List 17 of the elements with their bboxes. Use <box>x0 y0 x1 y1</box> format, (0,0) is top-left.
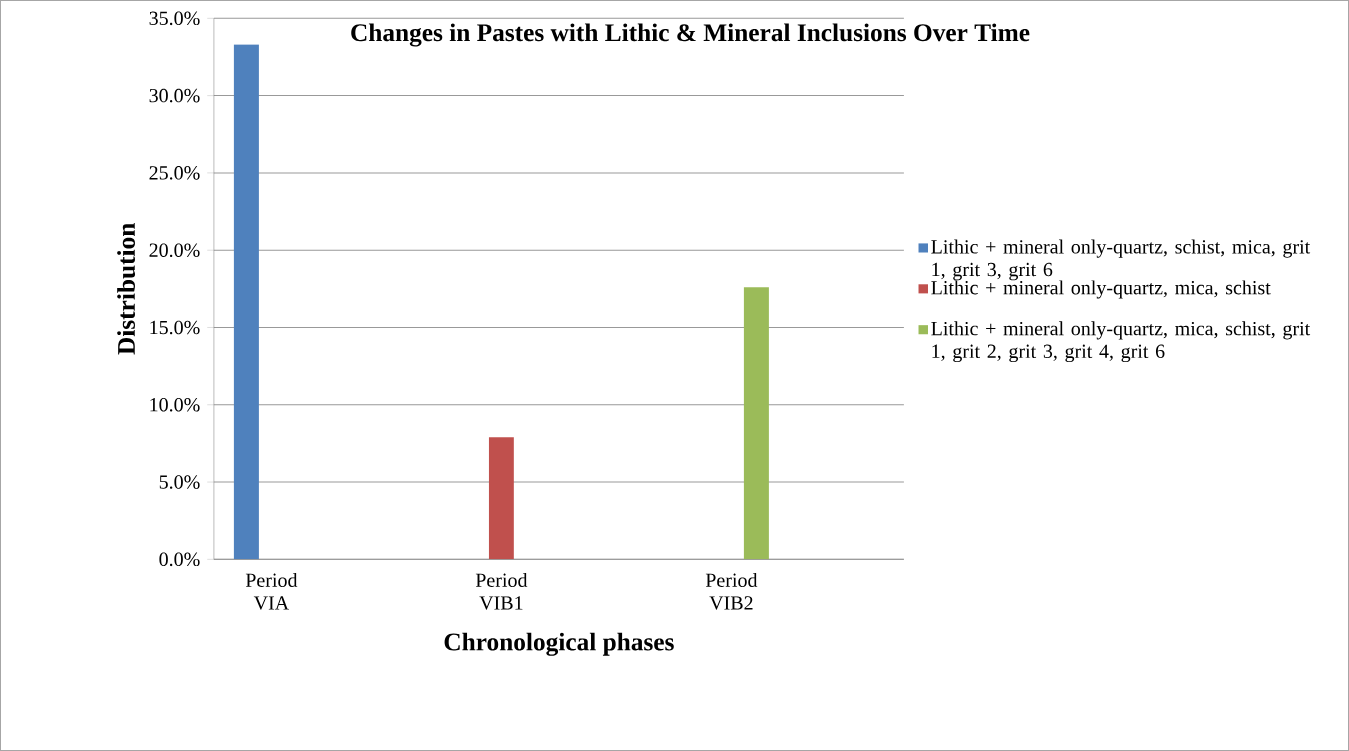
legend-label: Lithic + mineral only-quartz, schist, mica, grit 1, grit 3, grit 6 <box>931 239 1311 281</box>
y-tick-label: 5.0% <box>159 475 200 489</box>
y-tick-label: 20.0% <box>149 243 200 257</box>
y-tick-label: 10.0% <box>150 397 200 412</box>
y-axis-title: Distribution <box>117 223 136 355</box>
y-tick-label: 25.0% <box>149 166 200 180</box>
y-tick-label: 15.0% <box>150 320 200 335</box>
x-tick-label: Period VIB1 <box>475 572 528 610</box>
chart-title: Changes in Pastes with Lithic & Mineral Inclusions Over Time <box>351 23 1030 47</box>
y-tick-label: 35.0% <box>149 11 200 26</box>
legend-label: Lithic + mineral only-quartz, mica, schist, grit 1, grit 2, grit 3, grit 4, grit 6 <box>931 321 1311 363</box>
x-axis-title: Chronological phases <box>444 632 674 656</box>
y-tick-label: 0.0% <box>159 552 200 567</box>
legend-label: Lithic + mineral only-quartz, mica, schist <box>931 280 1271 299</box>
x-tick-label: Period VIA <box>245 572 298 610</box>
x-tick-label: Period VIB2 <box>705 572 758 610</box>
y-tick-label: 30.0% <box>149 88 200 103</box>
